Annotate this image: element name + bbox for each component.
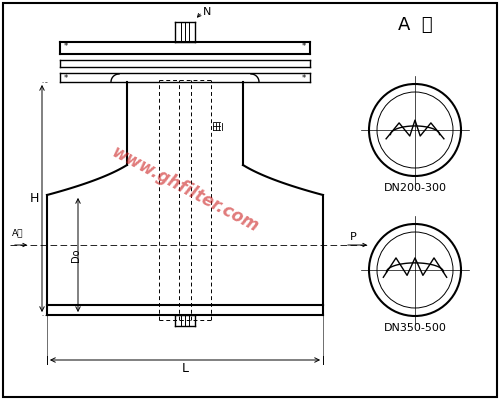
Text: Do: Do <box>71 248 81 262</box>
Text: *: * <box>64 42 68 50</box>
Text: A  向: A 向 <box>398 16 432 34</box>
Text: DN350-500: DN350-500 <box>384 323 446 333</box>
Text: L: L <box>182 362 188 376</box>
Text: H: H <box>30 192 38 205</box>
Text: *: * <box>302 42 306 50</box>
Text: *: * <box>64 74 68 82</box>
Text: A向: A向 <box>12 228 24 238</box>
Text: N: N <box>203 7 211 17</box>
Text: DN200-300: DN200-300 <box>384 183 446 193</box>
Text: *: * <box>302 74 306 82</box>
Text: www.ghfilter.com: www.ghfilter.com <box>108 144 262 236</box>
Text: P: P <box>350 232 357 242</box>
